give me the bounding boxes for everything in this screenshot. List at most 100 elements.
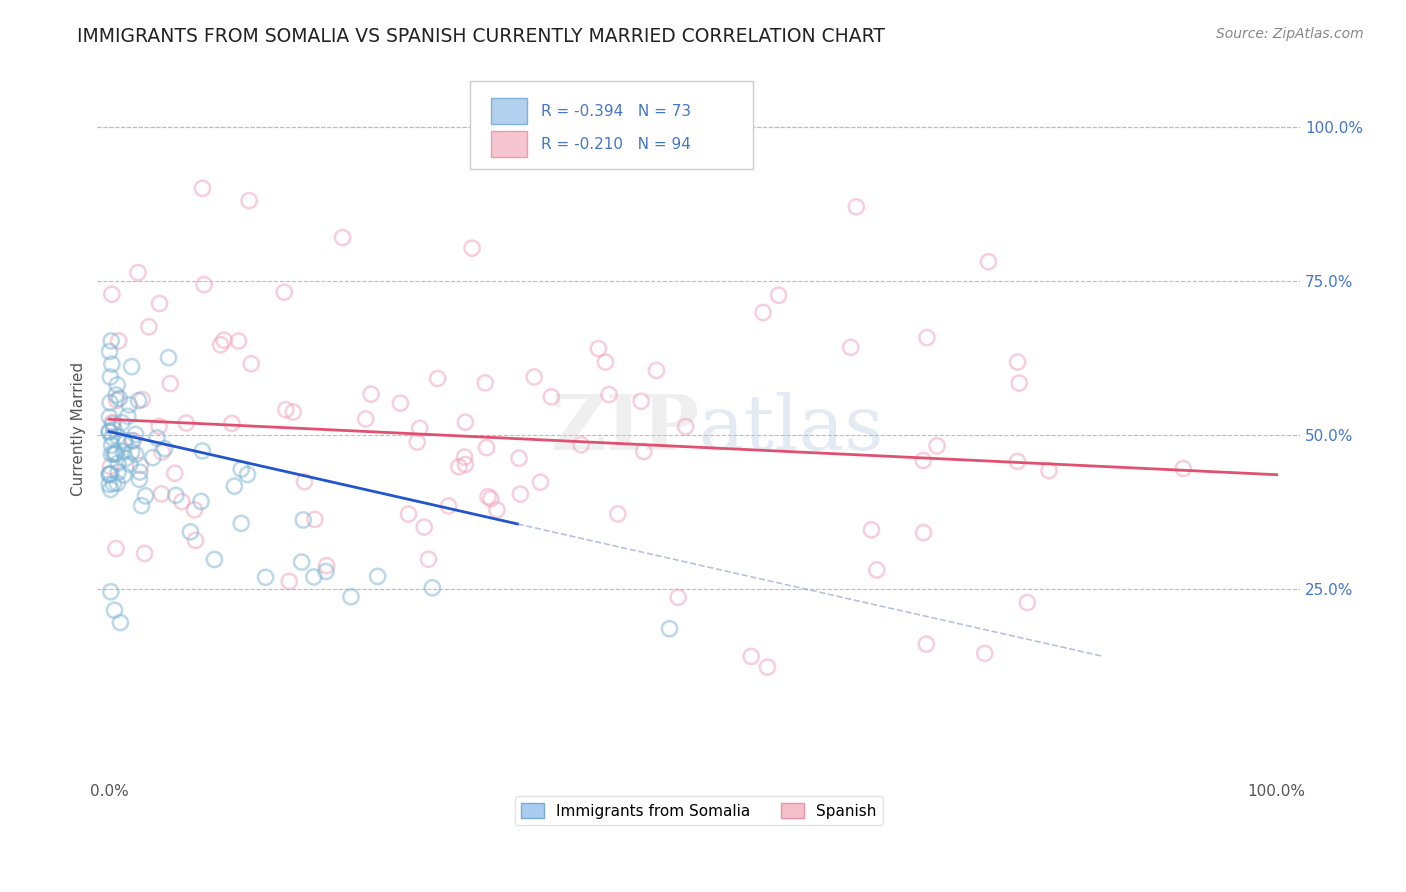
Point [117, 409, 139, 424]
Point [98, 477, 121, 491]
Point [98, 467, 121, 482]
Point [100, 584, 122, 599]
Point [101, 357, 124, 371]
Point [114, 451, 136, 466]
Text: IMMIGRANTS FROM SOMALIA VS SPANISH CURRENTLY MARRIED CORRELATION CHART: IMMIGRANTS FROM SOMALIA VS SPANISH CURRE… [77, 27, 886, 45]
Point [104, 446, 127, 460]
Point [409, 421, 432, 435]
Point [447, 459, 470, 474]
Point [98, 410, 121, 425]
Point [523, 370, 546, 384]
Point [461, 241, 484, 255]
Point [529, 475, 551, 490]
Point [1017, 596, 1039, 610]
Point [163, 467, 186, 481]
Point [103, 447, 125, 461]
Point [103, 603, 125, 617]
Point [422, 581, 444, 595]
Point [1173, 461, 1195, 475]
Point [118, 398, 141, 412]
Point [231, 462, 253, 476]
Point [100, 447, 122, 461]
Point [477, 490, 499, 504]
Point [121, 434, 143, 448]
Point [121, 359, 143, 374]
Point [98, 344, 121, 359]
Point [100, 483, 122, 497]
Point [231, 516, 253, 531]
Point [228, 334, 250, 348]
Point [569, 438, 592, 452]
Point [103, 476, 125, 491]
Point [540, 390, 562, 404]
Point [134, 489, 156, 503]
Point [105, 476, 128, 491]
Point [274, 402, 297, 417]
Point [278, 574, 301, 589]
Bar [491, 131, 527, 158]
Point [925, 439, 948, 453]
Point [111, 416, 134, 430]
Point [283, 405, 305, 419]
Point [124, 427, 146, 442]
Point [98, 395, 121, 409]
Point [112, 468, 135, 483]
Point [98, 425, 121, 439]
Point [315, 558, 337, 573]
FancyBboxPatch shape [470, 81, 752, 169]
Point [108, 392, 131, 406]
Point [666, 591, 689, 605]
Point [104, 447, 127, 461]
Text: R = -0.394   N = 73: R = -0.394 N = 73 [541, 103, 692, 119]
Text: R = -0.210   N = 94: R = -0.210 N = 94 [541, 136, 690, 152]
Point [101, 417, 124, 431]
Point [191, 444, 214, 458]
Point [354, 412, 377, 426]
Point [340, 590, 363, 604]
Point [479, 491, 502, 506]
Point [101, 430, 124, 444]
Point [1007, 454, 1029, 468]
Point [839, 340, 862, 354]
Point [202, 552, 225, 566]
Point [291, 555, 314, 569]
Point [128, 465, 150, 479]
Point [292, 513, 315, 527]
Point [332, 230, 354, 244]
Point [238, 194, 260, 208]
Point [315, 565, 337, 579]
Point [183, 503, 205, 517]
Point [150, 445, 173, 459]
Point [101, 287, 124, 301]
Point [122, 434, 145, 448]
Point [912, 453, 935, 467]
Point [100, 370, 122, 384]
Point [100, 459, 122, 474]
Point [148, 419, 170, 434]
Point [866, 563, 889, 577]
Point [128, 472, 150, 486]
Point [98, 425, 121, 439]
Point [294, 475, 316, 489]
Point [103, 422, 125, 436]
Point [588, 342, 610, 356]
Point [437, 499, 460, 513]
Point [100, 334, 122, 348]
Point [598, 387, 620, 401]
Point [675, 419, 697, 434]
Point [606, 507, 628, 521]
Point [112, 434, 135, 448]
Point [915, 330, 938, 344]
Point [475, 441, 498, 455]
Point [118, 457, 141, 471]
Point [105, 541, 128, 556]
Point [128, 393, 150, 408]
Point [224, 479, 246, 493]
Point [104, 388, 127, 402]
Point [212, 333, 235, 347]
Text: ZIP: ZIP [550, 392, 699, 466]
Point [658, 622, 681, 636]
Point [150, 487, 173, 501]
Point [756, 660, 779, 674]
Point [100, 438, 122, 452]
